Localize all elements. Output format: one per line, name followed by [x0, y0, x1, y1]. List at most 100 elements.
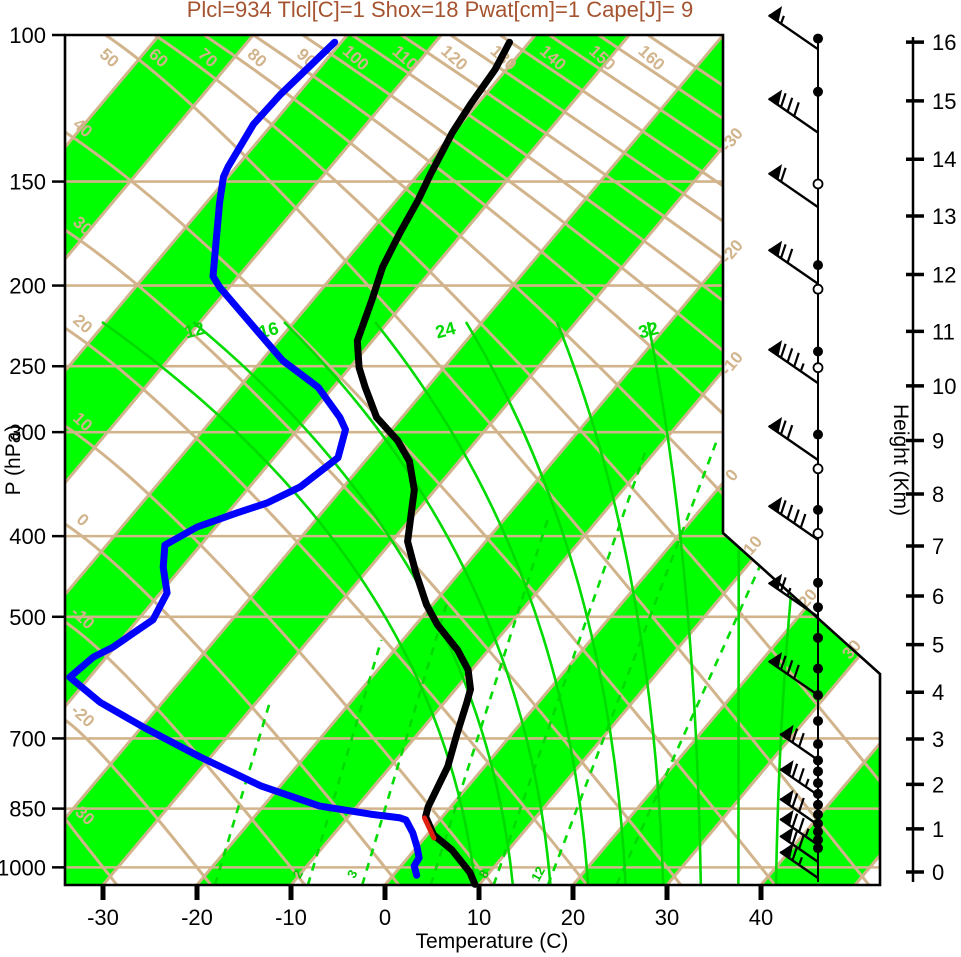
- wind-barb-full: [791, 846, 799, 861]
- dry-adiabat-line: [65, 620, 307, 885]
- height-tick-label: 4: [932, 680, 944, 705]
- station-marker-open: [812, 178, 824, 190]
- station-marker: [813, 826, 823, 837]
- plot-frame: [63, 33, 882, 887]
- pressure-tick-label: 1000: [0, 855, 46, 880]
- station-marker: [813, 602, 823, 613]
- moist-adiabat-line: [283, 321, 552, 885]
- dry-adiabat-label: 50: [96, 45, 123, 72]
- mixing-ratio-line: [360, 599, 449, 885]
- wind-barb-pennant: [768, 164, 783, 180]
- moist-adiabat-line: [646, 321, 703, 885]
- height-tick-label: 5: [932, 633, 944, 658]
- mixing-ratio-label: 3: [344, 867, 361, 880]
- mixing-ratio-line: [546, 439, 719, 885]
- isotherm-line: [65, 35, 537, 885]
- height-tick-label: 14: [932, 147, 956, 172]
- isotherm-line: [65, 35, 349, 885]
- station-marker: [813, 632, 823, 643]
- wind-barb-full: [779, 343, 787, 358]
- isotherm-green-band: [65, 35, 442, 885]
- station-marker: [813, 690, 823, 701]
- wind-barb-full: [793, 664, 800, 680]
- wind-barb-full: [779, 420, 787, 435]
- wind-barb-half: [779, 15, 785, 25]
- wind-barb-pennant: [780, 760, 794, 776]
- wind-barb-full: [786, 424, 794, 440]
- mixing-ratio-line: [306, 639, 383, 885]
- pressure-tick-label: 200: [9, 274, 46, 299]
- wind-barb-half: [804, 778, 810, 788]
- wind-barb-full: [786, 248, 794, 264]
- x-tick-label: 40: [749, 905, 773, 930]
- wind-barb-full: [798, 834, 805, 850]
- station-marker: [813, 843, 823, 854]
- dry-adiabat-line: [65, 130, 777, 885]
- dry-adiabat-line: [153, 35, 880, 885]
- wind-barb-column: [767, 6, 824, 882]
- mixing-ratio-line: [492, 449, 648, 885]
- dry-adiabat-line: [65, 424, 495, 885]
- station-marker: [813, 778, 823, 789]
- moist-adiabat-line: [373, 321, 590, 885]
- wind-barb-pennant: [768, 496, 783, 513]
- wind-barb-full: [791, 728, 799, 743]
- dry-adiabat-line: [65, 228, 683, 885]
- wind-barb-full: [779, 244, 787, 259]
- x-tick-label: 0: [379, 905, 391, 930]
- axes: -30 -20 -10 0 10 20 30 401001502002503004005007…: [0, 23, 956, 930]
- wind-barb-pennant: [780, 809, 794, 826]
- isotherm-line: [65, 35, 631, 885]
- station-marker: [813, 834, 823, 845]
- wind-barb-half: [798, 856, 803, 866]
- wind-barb-full: [793, 101, 800, 117]
- wind-barb-pennant: [768, 340, 783, 356]
- moist-adiabat-line: [737, 321, 741, 885]
- pressure-tick-label: 500: [9, 605, 46, 630]
- isotherm-green-band: [65, 35, 630, 885]
- station-marker: [813, 429, 823, 440]
- mixing-ratio-line: [213, 699, 272, 885]
- dry-adiabat-label: 0: [73, 510, 93, 530]
- dry-adiabat-label: 80: [244, 45, 271, 72]
- height-tick-label: 7: [932, 534, 944, 559]
- wind-barb-staff: [767, 424, 819, 461]
- height-tick-label: 15: [932, 89, 956, 114]
- wind-barb-full: [786, 97, 794, 112]
- wind-barb-pennant: [780, 724, 794, 741]
- dry-adiabat-line: [65, 718, 213, 885]
- station-marker: [813, 346, 823, 357]
- wind-barb-full: [779, 577, 787, 592]
- wind-barb-half: [786, 587, 792, 597]
- station-marker: [813, 715, 823, 726]
- wind-barb-pennant: [768, 652, 783, 668]
- station-marker: [813, 504, 823, 515]
- pressure-tick-label: 250: [9, 354, 46, 379]
- dry-adiabat-line: [400, 35, 880, 885]
- height-tick-label: 0: [932, 860, 944, 885]
- station-marker: [813, 739, 823, 750]
- wind-barb-pennant: [780, 826, 794, 843]
- wind-barb-full: [779, 655, 787, 670]
- isotherm-line: [101, 35, 819, 885]
- wind-barb-full: [779, 92, 787, 108]
- wind-barb-pennant: [768, 89, 783, 106]
- wind-barb-full: [786, 348, 794, 363]
- moist-adiabat-line: [555, 321, 665, 885]
- isotherm-line: [571, 35, 880, 885]
- mixing-ratio-label: 12: [528, 864, 548, 884]
- wind-barb-full: [791, 830, 799, 845]
- parcel-trace: [422, 815, 437, 841]
- isotherm-line: [665, 35, 880, 885]
- station-marker-open: [812, 283, 824, 295]
- x-tick-label: -10: [275, 905, 307, 930]
- wind-barb-half: [799, 363, 805, 372]
- wind-barb-pennant: [768, 6, 783, 22]
- wind-barb-staff: [767, 14, 819, 51]
- wind-barb-full: [779, 500, 787, 515]
- wind-barb-full: [793, 352, 800, 368]
- wind-barb-full: [798, 817, 805, 833]
- x-tick-label: -20: [181, 905, 213, 930]
- height-tick-label: 3: [932, 727, 944, 752]
- station-marker: [813, 33, 823, 44]
